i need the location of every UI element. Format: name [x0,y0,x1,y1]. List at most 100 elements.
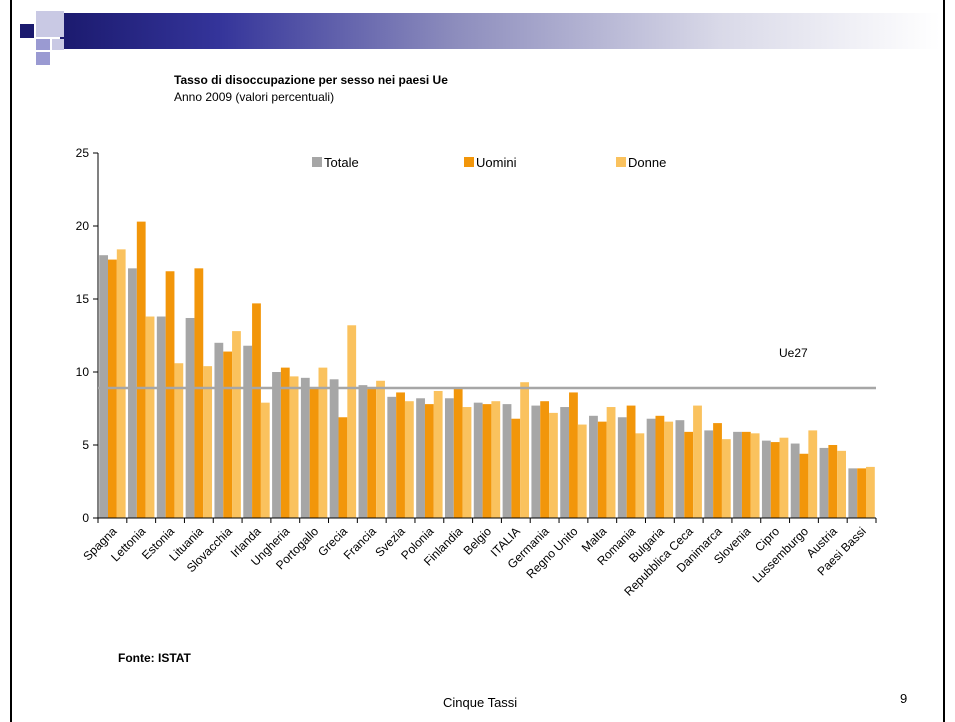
bar-uomini [511,418,521,518]
bar-donne [318,367,328,518]
bar-uomini [309,388,319,518]
bar-uomini [684,431,694,518]
bar-totale [99,255,109,518]
slide-footer: Cinque Tassi [443,695,518,710]
bar-uomini [770,442,780,518]
page-number: 9 [900,691,908,706]
bar-uomini [857,468,866,518]
bar-donne [232,331,241,518]
bar-totale [675,420,685,518]
y-tick-label: 0 [82,511,89,525]
x-tick-label: Belgio [461,524,495,558]
y-tick-label: 15 [76,292,90,306]
bar-uomini [540,401,550,518]
legend-swatch-uomini [464,157,474,167]
y-tick-label: 5 [82,438,89,452]
y-tick-label: 20 [76,219,90,233]
bar-totale [704,430,714,518]
bar-totale [502,404,512,518]
bar-donne [174,363,184,518]
bar-uomini [280,367,290,518]
bar-uomini [453,388,463,518]
bar-uomini [569,392,578,518]
slide-frame-left [10,0,12,722]
bar-totale [646,418,656,518]
bar-donne [837,450,846,518]
bar-totale [329,379,339,518]
chart-title: Tasso di disoccupazione per sesso nei pa… [174,73,448,87]
bar-donne [693,405,702,518]
bar-uomini [713,423,722,518]
bar-donne [606,407,616,518]
bar-uomini [396,392,405,518]
bar-totale [156,316,166,518]
header-decor-square [36,39,50,50]
y-tick-label: 10 [76,365,90,379]
bar-donne [145,316,155,518]
bar-totale [733,431,742,518]
bar-uomini [597,421,607,518]
bar-totale [761,440,771,518]
bar-donne [433,390,443,518]
bar-donne [462,407,472,518]
bar-donne [116,249,126,519]
legend-swatch-totale [312,157,322,167]
bar-totale [444,398,454,518]
bar-totale [416,398,425,518]
legend-swatch-donne [616,157,626,167]
bar-uomini [741,431,751,518]
bar-donne [865,466,875,518]
source-note: Fonte: ISTAT [118,651,191,665]
bar-donne [808,430,818,518]
bar-donne [203,366,213,518]
bar-totale [819,447,829,518]
bar-totale [300,377,310,518]
bar-donne [347,325,357,518]
bar-uomini [828,445,838,518]
bar-totale [185,317,195,518]
bar-uomini [165,271,175,518]
bar-totale [531,405,541,518]
legend-label-uomini: Uomini [476,155,517,170]
bar-uomini [338,417,348,518]
bar-totale [358,385,368,518]
bar-uomini [424,404,434,518]
bar-totale [790,443,800,518]
header-decor-square [20,24,34,38]
bar-donne [289,376,299,518]
bar-uomini [367,388,377,518]
bar-donne [577,424,587,518]
legend-label-donne: Donne [628,155,666,170]
bar-uomini [626,405,636,518]
slide-frame-right [943,0,945,722]
bar-totale [848,468,858,518]
bar-totale [560,407,570,518]
bar-uomini [194,268,204,518]
bar-donne [376,380,385,518]
chart-subtitle: Anno 2009 (valori percentuali) [174,90,335,104]
x-tick-label: Francia [341,524,379,562]
bar-totale [214,342,224,518]
header-decor-square [52,39,64,50]
bar-uomini [136,221,146,518]
reference-line-label: Ue27 [779,346,808,360]
bar-totale [272,372,281,518]
bar-totale [589,415,598,518]
bar-donne [260,402,270,518]
bar-donne [779,437,789,518]
legend-label-totale: Totale [324,155,359,170]
header-decor-square [36,11,64,37]
bar-totale [243,345,253,518]
header-decor-square [36,52,50,65]
bar-totale [387,396,397,518]
bar-totale [473,402,483,518]
bar-uomini [252,303,261,518]
bar-donne [520,382,530,518]
header-gradient-bar [60,13,940,49]
bar-donne [750,433,760,518]
bar-donne [549,412,558,518]
bar-uomini [799,453,809,518]
bar-totale [128,268,137,518]
